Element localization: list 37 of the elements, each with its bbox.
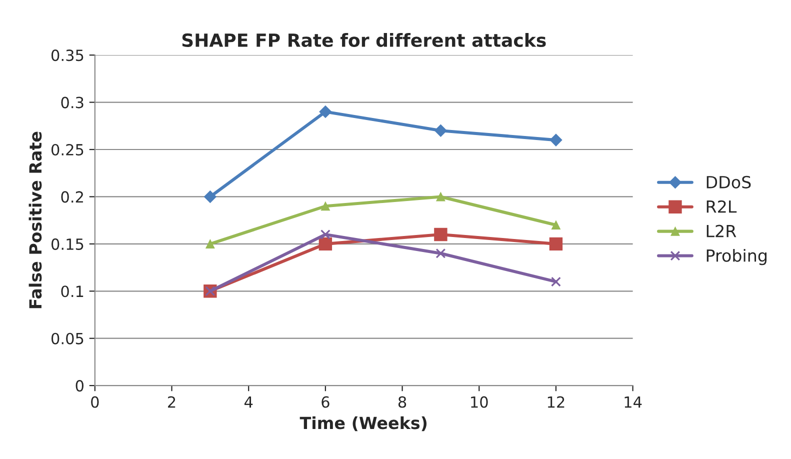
point [549,237,563,251]
y-tick-label: 0.25 [51,144,84,156]
x-tick-label: 8 [398,396,406,408]
point [320,202,330,211]
legend-label: Probing [706,248,766,266]
legend-label: DDoS [706,176,751,188]
point [550,134,562,146]
point [206,239,215,248]
x-tick-label: 10 [471,396,488,408]
point [204,190,216,203]
y-axis-title: False Positive Rate [28,132,42,308]
point [436,192,446,202]
point [434,228,448,242]
point [319,105,332,118]
x-tick-label: 12 [548,396,564,408]
point [550,276,561,287]
chart-title: SHAPE FP Rate for different attacks [182,33,546,48]
x-tick-label: 2 [168,396,176,408]
point [320,229,330,240]
y-tick-label: 0.05 [51,332,84,344]
y-tick-label: 0.35 [51,50,84,62]
x-tick-label: 14 [624,396,642,408]
x-tick-label: 0 [91,396,99,408]
x-axis-title: Time (Weeks) [300,416,427,432]
y-tick-label: 0.3 [61,96,84,108]
point [434,124,447,137]
y-tick-label: 0.2 [61,191,83,203]
y-tick-label: 0.15 [51,238,84,250]
y-tick-label: 0 [76,380,84,392]
x-tick-label: 6 [322,396,330,408]
point [436,248,446,258]
point [318,237,332,251]
legend-label: L2R [706,224,736,238]
y-tick-label: 0.1 [61,286,84,298]
legend-label: R2L [706,200,737,213]
point [551,220,560,230]
x-tick-label: 4 [244,396,253,408]
